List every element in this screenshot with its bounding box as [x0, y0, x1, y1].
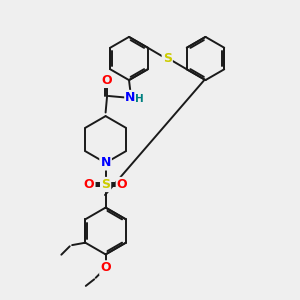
Text: N: N — [100, 156, 111, 170]
Text: O: O — [102, 74, 112, 87]
Text: O: O — [84, 178, 94, 191]
Text: S: S — [163, 52, 172, 65]
Text: S: S — [101, 178, 110, 191]
Text: N: N — [125, 91, 136, 104]
Text: O: O — [117, 178, 128, 191]
Text: O: O — [100, 261, 111, 274]
Text: H: H — [135, 94, 144, 104]
